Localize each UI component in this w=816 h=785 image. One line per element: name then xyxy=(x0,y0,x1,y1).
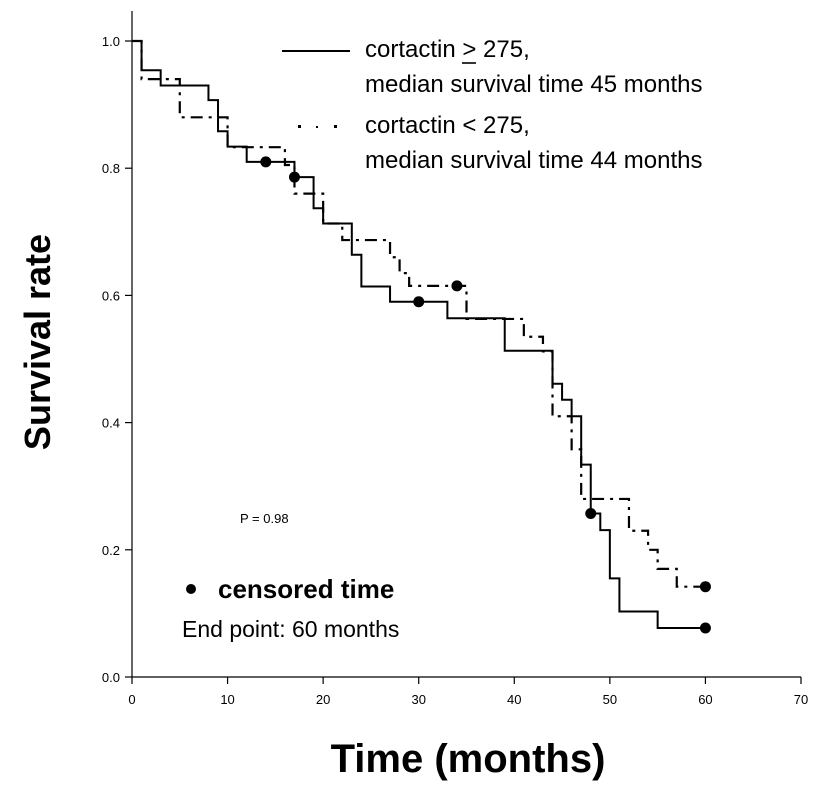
legend: cortactin > 275, median survival time 45… xyxy=(282,36,702,174)
series-cortactin-high-line xyxy=(132,40,706,630)
censored-point xyxy=(585,508,597,520)
x-tick-label: 60 xyxy=(698,692,712,707)
y-tick-label: 0.2 xyxy=(102,543,120,558)
censored-point xyxy=(451,280,463,292)
x-tick-label: 30 xyxy=(411,692,425,707)
legend-series-2-line2: median survival time 44 months xyxy=(365,147,702,174)
p-value-text: P = 0.98 xyxy=(240,511,289,526)
y-tick-label: 0.8 xyxy=(102,161,120,176)
end-point-text: End point: 60 months xyxy=(182,616,399,642)
censored-legend-label: censored time xyxy=(218,574,394,604)
x-tick-label: 70 xyxy=(794,692,808,707)
x-tick-label: 40 xyxy=(507,692,521,707)
censored-markers xyxy=(260,156,711,634)
y-tick-label: 0.4 xyxy=(102,416,120,431)
legend-series-1-line1: cortactin > 275, xyxy=(365,36,530,63)
series-layer xyxy=(132,39,706,630)
x-axis-ticks: 0 10 20 30 40 50 60 70 xyxy=(128,677,808,707)
x-axis-title: Time (months) xyxy=(331,737,606,781)
censored-point xyxy=(260,156,272,168)
censored-point xyxy=(413,296,425,308)
y-axis-ticks: 0.0 0.2 0.4 0.6 0.8 1.0 xyxy=(102,34,132,685)
censored-point xyxy=(699,581,711,593)
y-tick-label: 0.0 xyxy=(102,670,120,685)
y-tick-label: 1.0 xyxy=(102,34,120,49)
x-tick-label: 0 xyxy=(128,692,135,707)
censored-legend-marker xyxy=(186,584,196,594)
legend-series-2-line1: cortactin < 275, xyxy=(365,112,530,139)
censored-point xyxy=(699,622,711,634)
censored-point xyxy=(288,171,300,183)
y-axis-title: Survival rate xyxy=(17,234,58,450)
x-tick-label: 10 xyxy=(220,692,234,707)
axes xyxy=(131,11,801,678)
x-tick-label: 20 xyxy=(316,692,330,707)
y-tick-label: 0.6 xyxy=(102,288,120,303)
series-cortactin-low-line xyxy=(132,39,706,588)
legend-dashdot-swatch xyxy=(298,125,337,128)
legend-series-1-line2: median survival time 45 months xyxy=(365,71,702,98)
x-tick-label: 50 xyxy=(603,692,617,707)
